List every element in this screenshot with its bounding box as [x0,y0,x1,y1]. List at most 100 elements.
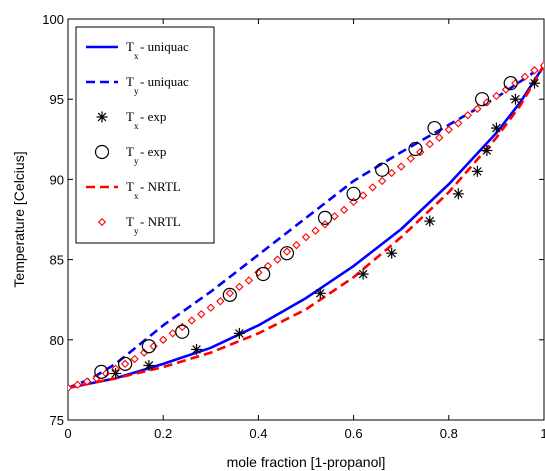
data-point [473,104,482,114]
data-point [118,356,133,371]
data-point [235,282,244,292]
data-point [73,380,82,389]
legend-label-main: T [126,214,134,229]
legend-label-main: T [126,109,134,124]
data-point [452,188,464,200]
asterisk-stroke [97,112,107,122]
legend-entry: Ty - NRTL [97,214,181,236]
legend-label-rest: - uniquac [140,74,189,89]
legend-label-rest: - uniquac [140,39,189,54]
data-point [244,276,254,285]
y-tick-label: 75 [50,413,64,428]
asterisk-stroke [482,146,492,155]
data-point [120,359,130,369]
legend-marker [97,217,107,227]
data-point [387,168,396,178]
data-point [425,139,434,149]
data-point [187,316,196,325]
data-point [94,364,109,379]
legend-label-sub: x [134,121,139,131]
data-point [282,247,292,256]
legend-box [75,26,215,244]
data-point [444,125,453,134]
data-point [317,210,333,225]
data-point [330,212,339,221]
data-point [490,122,502,134]
data-point [463,111,473,120]
x-tick-label: 1 [540,426,545,441]
data-point [233,327,245,339]
legend-label-rest: - NRTL [140,214,181,229]
data-point [159,335,168,344]
legend-entry: Tx - uniquac [86,39,189,61]
x-tick-label: 0.8 [440,426,458,441]
data-point [279,246,295,261]
asterisk-stroke [530,78,539,88]
asterisk-stroke [425,216,435,226]
legend-label-sub: y [134,226,139,236]
asterisk-stroke [358,269,368,279]
asterisk-stroke [387,248,396,258]
x-tick-label: 0.2 [154,426,172,441]
data-point [82,377,92,386]
data-point [68,383,73,393]
data-point [471,165,483,177]
legend-entry: Ty - uniquac [86,74,189,96]
legend-label-rest: - exp [140,109,166,124]
data-point [175,324,190,339]
legend-label-sub: y [134,156,139,166]
data-point [509,93,521,105]
x-tick-label: 0.6 [345,426,363,441]
data-point [435,133,444,142]
data-point [406,154,415,163]
y-tick-label: 100 [42,12,64,27]
data-point [481,145,493,157]
data-point [225,289,235,298]
y-tick-label: 90 [50,172,64,187]
asterisk-stroke [511,94,520,104]
data-point [311,226,320,235]
data-point [454,119,463,128]
data-point [139,348,149,357]
data-point [427,120,442,136]
asterisk-stroke [454,189,463,199]
asterisk-stroke [315,288,325,298]
y-tick-label: 85 [50,253,64,268]
legend-label-sub: x [134,191,139,201]
data-point [273,255,282,264]
legend-label-rest: - NRTL [140,179,181,194]
x-axis-title: mole fraction [1-propanol] [227,454,386,470]
legend-label-main: T [126,74,134,89]
data-point [377,176,387,186]
data-point [339,205,349,215]
data-point [408,141,423,157]
data-point [301,232,311,242]
data-point [416,147,425,157]
legend-label-sub: y [134,86,139,96]
data-point [358,191,368,200]
data-point [222,287,237,302]
legend-marker [96,111,108,123]
data-point [386,247,398,259]
data-point [141,339,157,354]
data-point [528,77,540,89]
data-point [501,85,511,94]
x-tick-label: 0.4 [249,426,267,441]
y-tick-label: 80 [50,333,64,348]
data-point [397,162,406,171]
legend-label-main: T [126,179,134,194]
legend-entry: Ty - exp [94,144,166,166]
data-point [110,367,122,379]
asterisk-stroke [492,123,501,133]
y-axis-title: Temperature [Celcius] [11,151,27,287]
data-point [216,297,225,306]
data-point [368,183,377,192]
data-point [539,61,544,70]
y-tick-label: 95 [50,92,64,107]
legend-entry: Tx - exp [96,109,166,131]
data-point [424,215,436,227]
data-point [530,66,539,75]
asterisk-stroke [235,329,244,338]
